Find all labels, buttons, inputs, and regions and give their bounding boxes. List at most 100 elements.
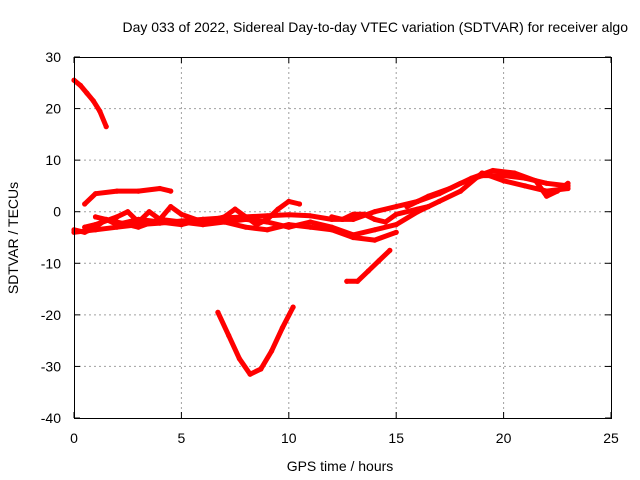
series-7-point-6: [382, 219, 389, 225]
series-7-point-7: [393, 211, 399, 217]
series-10-point-1: [404, 204, 410, 210]
series-3-point-24: [522, 183, 528, 189]
series-5-point-17: [286, 198, 292, 204]
series-7-point-4: [361, 211, 367, 217]
series-10-point-4: [468, 175, 474, 181]
series-9-point-4: [376, 258, 382, 264]
series-6-point-10: [286, 222, 292, 228]
y-tick-label: 20: [45, 101, 61, 117]
series-1-point-5: [97, 108, 103, 114]
x-axis-label: GPS time / hours: [287, 458, 394, 474]
x-tick-label: 10: [281, 430, 297, 446]
series-10-point-8: [544, 193, 550, 199]
series-3-point-20: [436, 198, 442, 204]
series-8-point-4: [247, 371, 253, 377]
series-5-point-8: [168, 204, 174, 210]
y-tick-label: 30: [45, 49, 61, 65]
series-2-point-15: [372, 209, 378, 215]
series-6-point-13: [350, 234, 356, 241]
series-7-point-9: [425, 204, 431, 210]
series-7-point-1: [329, 214, 335, 220]
series-7-point-8: [415, 206, 421, 212]
series-3-point-21: [458, 188, 464, 194]
grid-layer: [74, 57, 611, 418]
series-3-point-2: [82, 229, 88, 235]
series-7-point-2: [339, 216, 346, 222]
series-5-point-2: [92, 222, 99, 228]
series-2-point-11: [286, 212, 292, 218]
series-6-point-2: [114, 219, 120, 225]
series-5-point-12: [232, 206, 238, 212]
series-6-point-11: [307, 224, 313, 230]
series-8-point-5: [258, 366, 264, 372]
series-9-point-2: [354, 278, 361, 284]
series-2-point-16: [393, 204, 399, 210]
series-6-point-14: [372, 237, 378, 243]
series-6-point-12: [329, 227, 335, 233]
series-6-point-4: [157, 216, 163, 222]
x-tick-label: 0: [70, 430, 78, 446]
series-4-point-1: [82, 201, 88, 207]
series-8-point-7: [279, 325, 285, 331]
series-4-point-2: [92, 191, 99, 197]
y-tick-label: -30: [41, 358, 61, 374]
series-6-point-6: [200, 222, 206, 228]
y-tick-label: -10: [41, 255, 61, 271]
plot-frame: [74, 57, 612, 419]
series-layer: [71, 77, 571, 377]
x-tick-label: 5: [178, 430, 186, 446]
series-7-point-3: [350, 211, 356, 217]
series-1-point-3: [84, 90, 90, 96]
series-10-point-10: [565, 180, 571, 186]
series-4-point-6: [168, 188, 174, 194]
series-5-point-1: [82, 224, 88, 230]
series-5-point-13: [243, 214, 249, 220]
series-9-point-3: [365, 268, 371, 274]
series-1-point-6: [103, 124, 109, 130]
series-5-point-16: [275, 206, 281, 212]
series-9-point-1: [344, 278, 350, 284]
series-2-point-14: [350, 216, 356, 222]
series-8-point-6: [269, 348, 275, 354]
series-5-point-11: [221, 214, 227, 220]
data-series-10: [404, 168, 571, 210]
series-2-point-12: [307, 213, 313, 219]
series-3-point-17: [372, 227, 378, 233]
series-5-point-5: [135, 219, 141, 225]
tick-layer: 0 5 10 15 20 25 -40 -30 -20 -10 0 10 20 30: [41, 49, 619, 446]
series-5-point-4: [125, 209, 131, 215]
y-tick-label: -40: [41, 410, 61, 426]
series-4-point-5: [157, 185, 163, 192]
series-5-point-3: [114, 214, 120, 220]
series-3-point-23: [501, 178, 507, 184]
x-tick-label: 20: [496, 430, 512, 446]
series-4-point-4: [135, 188, 141, 194]
y-tick-label: 0: [53, 204, 61, 220]
series-2-point-23: [544, 180, 550, 186]
series-3-point-14: [307, 219, 313, 225]
series-5-point-9: [178, 211, 184, 217]
series-7-point-5: [372, 216, 378, 222]
data-series-9: [344, 247, 393, 284]
series-6-point-7: [221, 219, 227, 225]
series-8-point-2: [226, 332, 232, 339]
series-6-point-15: [393, 229, 399, 235]
series-3-point-18: [393, 222, 399, 228]
data-series-4: [82, 186, 174, 207]
series-1-point-2: [77, 82, 83, 88]
series-5-point-15: [264, 216, 270, 222]
series-5-point-18: [296, 201, 303, 207]
y-tick-label: 10: [45, 152, 61, 168]
series-10-point-2: [425, 193, 431, 199]
series-9-point-5: [387, 247, 393, 253]
series-10-point-6: [511, 170, 517, 176]
y-tick-label: -20: [41, 307, 61, 323]
series-10-point-3: [447, 185, 453, 192]
series-8-point-3: [236, 356, 242, 362]
x-tick-label: 15: [388, 430, 404, 446]
series-6-point-3: [135, 224, 141, 230]
series-10-point-5: [490, 167, 496, 174]
series-5-point-6: [146, 209, 152, 215]
data-series-8: [215, 304, 296, 377]
